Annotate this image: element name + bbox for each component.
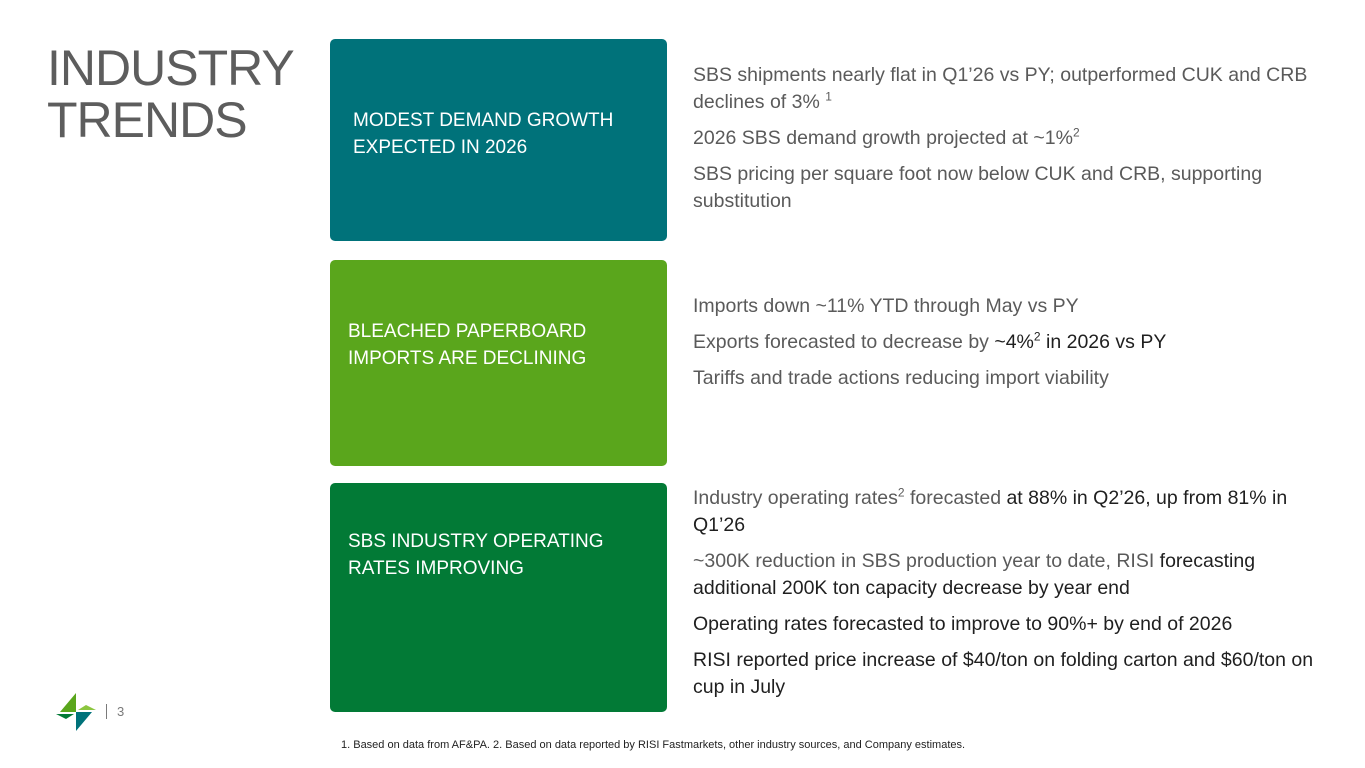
operating-rates-card-label: SBS INDUSTRY OPERATING RATES IMPROVING — [348, 531, 604, 579]
footnote-ref: 2 — [897, 485, 905, 500]
demand-growth-bullets: SBS shipments nearly flat in Q1’26 vs PY… — [693, 62, 1333, 224]
bullet-item: Exports forecasted to decrease by ~4%2 i… — [693, 329, 1333, 356]
page-title: INDUSTRY TRENDS — [47, 40, 295, 148]
footnote-ref: 1 — [825, 89, 832, 104]
bullet-text: RISI reported price increase of $40/ton … — [693, 649, 1314, 698]
bullet-item: SBS shipments nearly flat in Q1’26 vs PY… — [693, 62, 1333, 116]
bullet-text: forecasted — [904, 487, 1007, 509]
bullet-text: ~300K reduction in SBS production year t… — [693, 550, 1160, 572]
bullet-item: SBS pricing per square foot now below CU… — [693, 161, 1333, 215]
footnote: 1. Based on data from AF&PA. 2. Based on… — [341, 739, 966, 751]
imports-bullets: Imports down ~11% YTD through May vs PY … — [693, 293, 1333, 401]
imports-declining-card-label: BLEACHED PAPERBOARD IMPORTS ARE DECLININ… — [348, 321, 587, 369]
page-number-divider — [106, 704, 107, 719]
page-number: 3 — [117, 704, 125, 719]
bullet-text: SBS shipments nearly flat in Q1’26 vs PY… — [693, 64, 1308, 113]
bullet-text-emphasis: ~4% — [994, 331, 1034, 353]
bullet-item: RISI reported price increase of $40/ton … — [693, 647, 1333, 701]
bullet-item: Industry operating rates2 forecasted at … — [693, 485, 1333, 539]
bullet-text: Imports down ~11% YTD through May vs PY — [693, 295, 1079, 317]
operating-rates-bullets: Industry operating rates2 forecasted at … — [693, 485, 1333, 710]
demand-growth-card-label: MODEST DEMAND GROWTH EXPECTED IN 2026 — [353, 110, 614, 158]
bullet-text-emphasis: in 2026 vs PY — [1040, 331, 1167, 353]
bullet-text: SBS pricing per square foot now below CU… — [693, 163, 1263, 212]
bullet-text: Industry operating rates — [693, 487, 898, 509]
operating-rates-card: SBS INDUSTRY OPERATING RATES IMPROVING — [330, 483, 667, 712]
company-logo-icon — [56, 693, 96, 731]
page-title-line-1: INDUSTRY — [47, 40, 295, 96]
bullet-text: 2026 SBS demand growth projected at ~1% — [693, 127, 1073, 149]
bullet-item: Imports down ~11% YTD through May vs PY — [693, 293, 1333, 320]
bullet-text-emphasis: forecasting additional 200K ton capacity… — [693, 550, 1256, 599]
footnote-ref: 2 — [1033, 329, 1041, 344]
footnote-ref: 2 — [1072, 125, 1080, 140]
bullet-item: 2026 SBS demand growth projected at ~1%2 — [693, 125, 1333, 152]
demand-growth-card: MODEST DEMAND GROWTH EXPECTED IN 2026 — [330, 39, 667, 241]
bullet-text-emphasis: at 88% in Q2’26, up from 81% in Q1’26 — [693, 487, 1288, 536]
bullet-item: Tariffs and trade actions reducing impor… — [693, 365, 1333, 392]
bullet-text: Operating rates forecasted to improve to… — [693, 613, 1233, 635]
bullet-text: Exports forecasted to decrease by — [693, 331, 995, 353]
page-title-line-2: TRENDS — [47, 92, 248, 148]
imports-declining-card: BLEACHED PAPERBOARD IMPORTS ARE DECLININ… — [330, 260, 667, 466]
bullet-item: Operating rates forecasted to improve to… — [693, 611, 1333, 638]
bullet-item: ~300K reduction in SBS production year t… — [693, 548, 1333, 602]
bullet-text: Tariffs and trade actions reducing impor… — [693, 367, 1109, 389]
